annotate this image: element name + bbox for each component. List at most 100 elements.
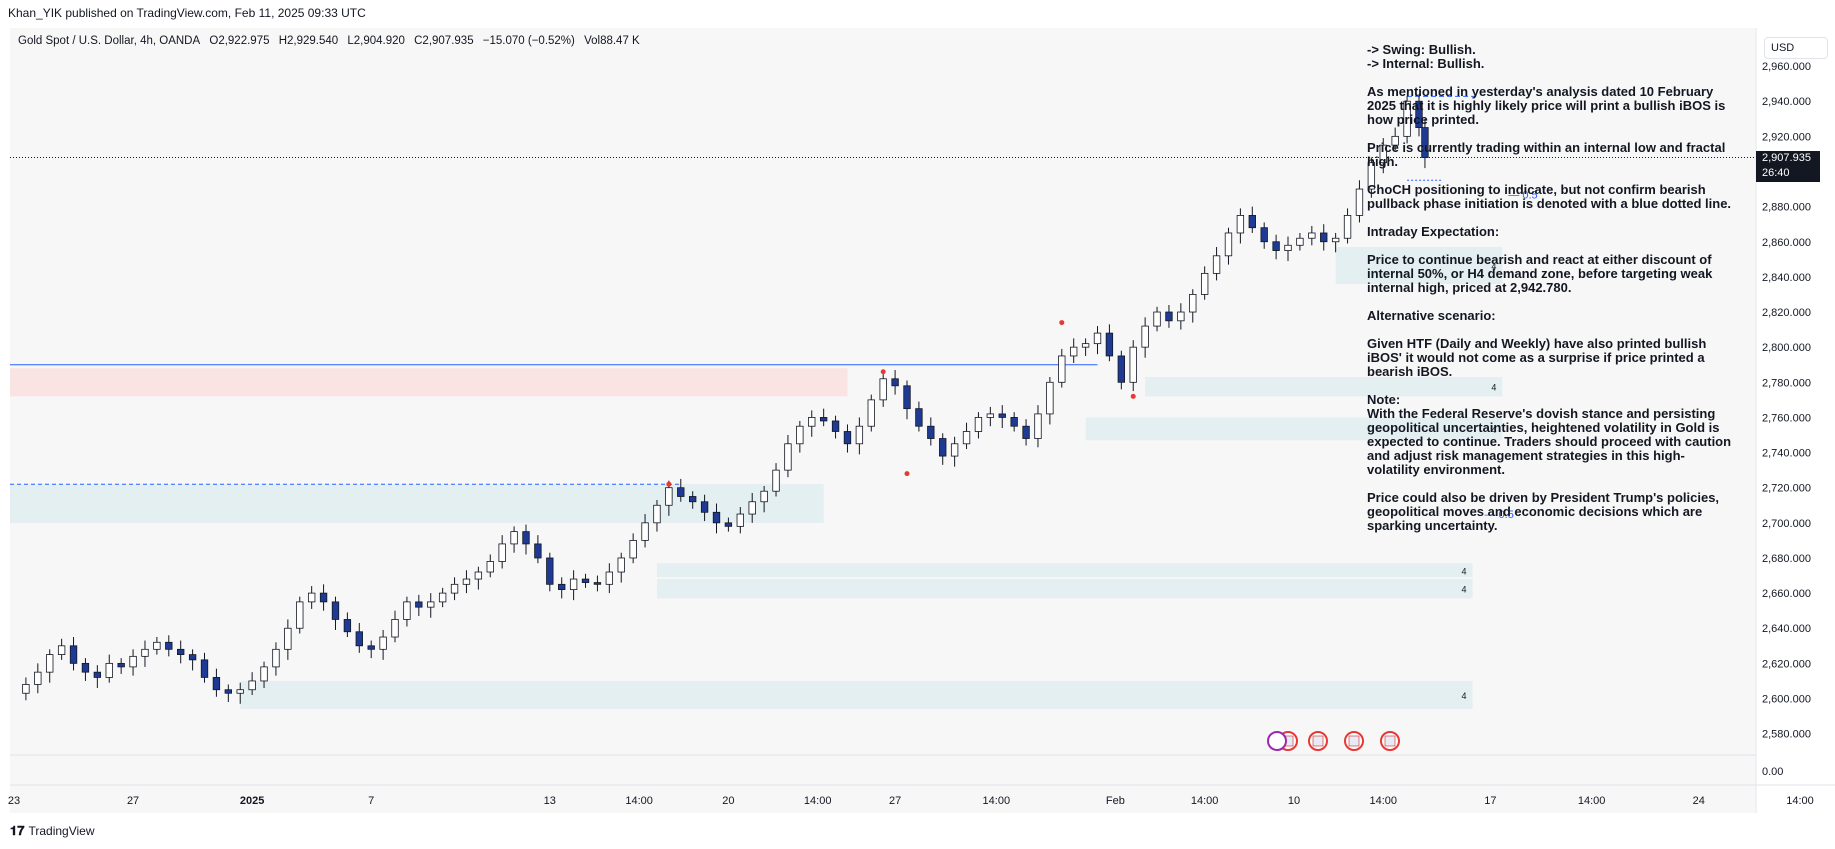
candle-body — [200, 659, 209, 678]
y-tick-label: 2,780.000 — [1762, 377, 1811, 389]
y-tick-label: 2,740.000 — [1762, 448, 1811, 460]
zone-demand — [240, 680, 1473, 710]
candle-body — [81, 662, 90, 673]
candle-body — [141, 648, 149, 657]
candle-body — [153, 641, 161, 650]
candle-body — [1200, 272, 1209, 295]
candle-body — [712, 511, 721, 524]
candle-body — [188, 654, 197, 661]
y-tick-label: 2,640.000 — [1762, 623, 1811, 635]
candle-body — [474, 571, 483, 580]
candle-body — [534, 543, 542, 559]
candle-body — [1105, 332, 1114, 357]
candle-body — [522, 531, 530, 545]
y-tick-label: 2,860.000 — [1762, 237, 1811, 249]
candle-body — [1331, 237, 1340, 243]
bar-countdown: 26:40 — [1762, 167, 1790, 179]
swing-point-marker — [1059, 320, 1065, 326]
candle-body — [1272, 241, 1280, 251]
candle-body — [1260, 227, 1268, 243]
candle-body — [736, 513, 744, 527]
candle-body — [1212, 255, 1221, 274]
candle-body — [1165, 311, 1173, 322]
candle-body — [962, 431, 971, 445]
candle-body — [129, 655, 137, 668]
candle-body — [1421, 127, 1429, 158]
x-tick-label: 24 — [1693, 795, 1705, 807]
zone-label: 4 — [1491, 383, 1496, 393]
candle-body — [391, 619, 399, 638]
note-alternative-scenario: Given HTF (Daily and Weekly) have also p… — [1367, 336, 1707, 379]
low-value: L2,904.920 — [347, 35, 405, 47]
candle-body — [998, 413, 1006, 418]
publisher-line: Khan_YIK published on TradingView.com, F… — [8, 6, 366, 20]
candle-body — [343, 619, 352, 633]
candle-body — [438, 592, 447, 603]
currency-button[interactable]: USD — [1764, 37, 1828, 59]
volume-axis-label: 0.00 — [1762, 766, 1783, 778]
high-value: H2,929.540 — [278, 35, 339, 47]
symbol-name[interactable]: Gold Spot / U.S. Dollar, 4h, OANDA — [18, 35, 201, 47]
brand-name[interactable]: TradingView — [28, 824, 95, 838]
candle-body — [319, 592, 328, 603]
candle-body — [379, 636, 387, 650]
x-tick-label: 23 — [8, 795, 20, 807]
zone-label: 4 — [1491, 425, 1496, 435]
zone-label: 4 — [1462, 585, 1467, 595]
x-tick-label: 7 — [368, 795, 374, 807]
candle-body — [415, 601, 423, 608]
note-bias: -> Swing: Bullish. -> Internal: Bullish. — [1367, 42, 1485, 71]
tradingview-logo-icon[interactable]: 𝟏𝟕 — [10, 823, 25, 838]
candle-body — [784, 443, 792, 471]
candle-body — [593, 582, 602, 585]
swing-point-marker — [904, 471, 910, 477]
candle-body — [93, 671, 102, 678]
y-tick-label: 2,700.000 — [1762, 518, 1811, 530]
note-intraday-heading: Intraday Expectation: — [1367, 224, 1500, 239]
candle-body — [986, 413, 995, 418]
candle-body — [510, 531, 518, 545]
y-tick-label: 2,680.000 — [1762, 553, 1811, 565]
x-tick-label: 10 — [1288, 795, 1300, 807]
candle-body — [760, 490, 768, 503]
swing-point-marker — [1130, 393, 1136, 399]
candle-body — [617, 557, 625, 573]
candle-body — [117, 662, 125, 668]
x-tick-label: 14:00 — [625, 795, 653, 807]
candle-body — [1093, 332, 1102, 345]
fib-label: — 0.5 — [1484, 509, 1513, 521]
candle-body — [974, 417, 983, 432]
y-tick-label: 2,940.000 — [1762, 96, 1811, 108]
note-current-position: Price is currently trading within an int… — [1367, 140, 1726, 169]
candle-body — [689, 496, 697, 503]
flag-icon — [1348, 735, 1360, 747]
zone-demand — [1145, 377, 1503, 397]
candle-body — [915, 408, 923, 427]
candle-body — [665, 487, 673, 506]
analysis-notes: -> Swing: Bullish. -> Internal: Bullish.… — [1367, 43, 1737, 547]
candle-body — [867, 399, 875, 427]
candle-body — [796, 425, 804, 445]
flag-icon — [1312, 735, 1324, 747]
candle-body — [1189, 294, 1197, 313]
candle-body — [748, 501, 756, 515]
candle-body — [1355, 188, 1364, 216]
candle-body — [486, 561, 494, 573]
footer: 𝟏𝟕 TradingView — [10, 823, 95, 839]
swing-point-marker — [666, 481, 672, 487]
y-tick-label: 2,660.000 — [1762, 588, 1811, 600]
y-tick-label: 2,620.000 — [1762, 658, 1811, 670]
candle-body — [677, 487, 685, 497]
candle-body — [1141, 325, 1149, 348]
zone-demand — [10, 484, 824, 523]
candle-body — [307, 592, 316, 603]
zone-demand — [1335, 247, 1503, 284]
candle-body — [903, 385, 911, 410]
x-tick-label: 20 — [722, 795, 734, 807]
candle-body — [546, 557, 554, 585]
candle-body — [1391, 135, 1399, 146]
candle-body — [105, 662, 113, 678]
x-tick-label: 14:00 — [983, 795, 1011, 807]
candle-body — [1308, 232, 1316, 239]
